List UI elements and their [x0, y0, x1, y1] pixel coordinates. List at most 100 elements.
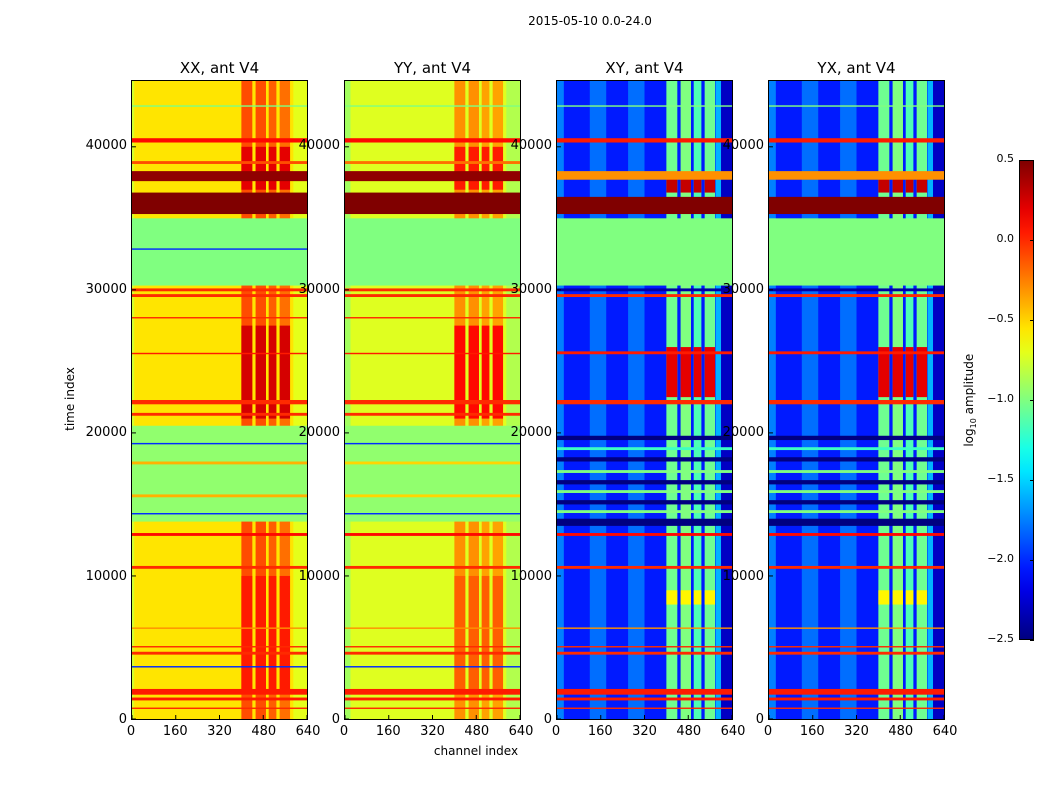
heatmap-patch — [892, 590, 903, 605]
heatmap-time-band — [769, 470, 944, 473]
heatmap-patch — [255, 146, 266, 190]
heatmap-patch — [704, 590, 716, 605]
heatmap-patch — [704, 347, 716, 398]
heatmap-time-band — [557, 457, 732, 462]
heatmap-time-band — [769, 480, 944, 485]
heatmap-time-band — [132, 627, 307, 629]
y-tick-label: 10000 — [722, 568, 764, 584]
heatmap-time-band — [557, 533, 732, 536]
heatmap-time-band — [132, 646, 307, 648]
heatmap-time-band — [345, 317, 520, 319]
y-tick-label: 20000 — [85, 425, 127, 440]
heatmap-time-band — [132, 513, 307, 515]
heatmap-time-band — [769, 510, 944, 514]
heatmap-time-band — [769, 138, 944, 143]
heatmap-time-band — [132, 442, 307, 445]
heatmap-time-band — [557, 707, 732, 709]
heatmap-time-band — [769, 457, 944, 462]
heatmap-patch — [680, 590, 691, 605]
colorbar-tick-label: −1.5 — [987, 472, 1014, 485]
x-tick-label: 0 — [339, 724, 349, 739]
heatmap-patch — [241, 325, 253, 419]
y-tick-label: 40000 — [298, 138, 340, 153]
heatmap-patch — [279, 325, 291, 419]
x-axis-label: channel index — [433, 744, 519, 758]
heatmap-time-band — [132, 565, 307, 569]
heatmap-time-band — [557, 196, 732, 215]
heatmap-time-band — [132, 707, 307, 709]
heatmap-patch — [704, 178, 716, 193]
heatmap-patch — [268, 575, 277, 691]
x-tick-label: 320 — [420, 724, 445, 739]
heatmap-patch — [492, 146, 504, 190]
heatmap-time-band — [132, 494, 307, 498]
x-tick-label: 480 — [464, 724, 490, 739]
y-tick-label: 40000 — [510, 138, 552, 153]
heatmap-time-band — [769, 646, 944, 648]
heatmap-patch — [680, 178, 691, 193]
x-tick-label: 160 — [799, 724, 825, 739]
heatmap-time-band — [345, 461, 520, 465]
heatmap-patch — [878, 178, 890, 193]
x-tick-label: 320 — [844, 724, 869, 739]
y-tick-label: 40000 — [722, 138, 764, 153]
heatmap-patch — [468, 325, 479, 419]
heatmap-time-band — [769, 447, 944, 451]
heatmap-time-band — [345, 192, 520, 215]
x-tick-label: 160 — [587, 724, 613, 739]
heatmap-patch — [454, 325, 466, 419]
heatmap-patch — [481, 575, 490, 691]
heatmap-patch — [468, 146, 479, 190]
heatmap-patch — [279, 146, 291, 190]
y-tick-label: 30000 — [85, 281, 127, 297]
x-tick-label: 640 — [720, 724, 746, 739]
heatmap-time-band — [557, 105, 732, 107]
heatmap-time-band — [132, 697, 307, 701]
heatmap-time-band — [769, 707, 944, 709]
heatmap-patch — [878, 347, 890, 398]
colorbar-tick-mark — [1030, 560, 1034, 561]
heatmap-patch — [241, 575, 253, 691]
x-tick-label: 480 — [676, 724, 702, 739]
colorbar-tick-mark — [1030, 480, 1034, 481]
x-tick-label: 0 — [763, 724, 773, 739]
y-tick-label: 0 — [118, 712, 127, 727]
heatmap-patch — [492, 575, 504, 691]
heatmap-patch — [905, 178, 914, 193]
heatmap-time-band — [132, 352, 307, 355]
heatmap-patch — [916, 347, 928, 398]
y-tick-label: 40000 — [85, 138, 127, 153]
heatmap-time-band — [557, 565, 732, 569]
heatmap-time-band — [557, 518, 732, 526]
heatmap-time-band — [345, 400, 520, 405]
heatmap-time-band — [557, 470, 732, 473]
heatmap-time-band — [132, 218, 307, 286]
heatmap-time-band — [132, 400, 307, 405]
heatmap-patch — [241, 146, 253, 190]
colorbar-tick-mark — [1030, 160, 1034, 161]
heatmap-time-band — [345, 288, 520, 292]
heatmap-time-band — [769, 288, 944, 292]
heatmap-time-band — [345, 294, 520, 298]
heatmap-time-band — [769, 196, 944, 215]
heatmap-time-band — [132, 461, 307, 465]
heatmap-patch — [454, 146, 466, 190]
heatmap-time-band — [769, 518, 944, 526]
heatmap-patch — [916, 590, 928, 605]
heatmap-time-band — [557, 447, 732, 451]
heatmap-time-band — [769, 490, 944, 493]
y-tick-label: 0 — [755, 712, 764, 727]
heatmap-time-band — [132, 294, 307, 298]
heatmap-patch — [279, 575, 291, 691]
heatmap-time-band — [345, 707, 520, 709]
heatmap-time-band — [557, 651, 732, 655]
y-tick-label: 20000 — [510, 425, 552, 440]
heatmap-patch — [666, 347, 678, 398]
heatmap-time-band — [557, 138, 732, 143]
heatmap-patch — [693, 178, 702, 193]
heatmap-time-band — [557, 490, 732, 493]
y-tick-label: 10000 — [85, 568, 127, 584]
heatmap-panel-yx — [768, 80, 945, 720]
heatmap-time-band — [345, 218, 520, 286]
